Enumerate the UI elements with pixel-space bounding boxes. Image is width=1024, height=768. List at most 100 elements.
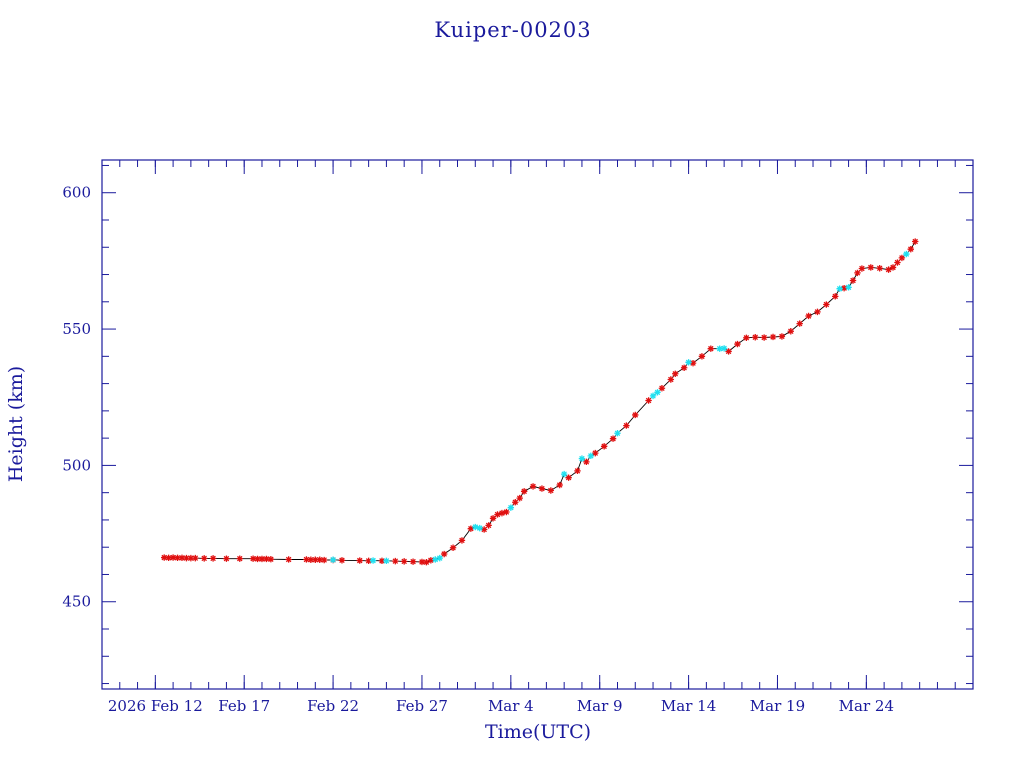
- data-point-red: [858, 265, 866, 272]
- data-point-red: [898, 254, 906, 262]
- data-point-red: [307, 556, 315, 563]
- x-tick-label: Feb 27: [396, 697, 448, 715]
- data-point-cyan: [560, 470, 568, 478]
- data-point-red: [174, 554, 181, 562]
- data-point-red: [467, 525, 475, 532]
- data-point-red: [529, 483, 537, 490]
- data-point-cyan: [578, 455, 586, 462]
- y-axis-label: Height (km): [5, 366, 27, 482]
- data-point-red: [760, 334, 768, 341]
- data-point-red: [832, 293, 839, 300]
- data-point-red: [338, 557, 346, 564]
- data-point-red: [494, 511, 501, 518]
- data-point-red: [165, 554, 172, 562]
- data-point-red: [418, 558, 426, 566]
- data-point-red: [187, 554, 195, 562]
- data-point-red: [480, 526, 488, 533]
- data-point-red: [725, 348, 732, 355]
- data-point-cyan: [432, 556, 439, 563]
- y-tick-label: 550: [62, 320, 91, 338]
- data-point-red: [592, 449, 599, 457]
- data-point-cyan: [720, 345, 728, 352]
- y-axis-tick-labels: 450 500 550 600: [62, 184, 91, 611]
- data-point-red: [814, 308, 821, 316]
- data-point-red: [316, 556, 323, 563]
- x-tick-label: Mar 19: [750, 697, 805, 715]
- x-tick-label: Mar 9: [577, 697, 623, 715]
- data-point-red: [907, 245, 914, 253]
- data-point-red: [889, 264, 897, 271]
- data-point-red: [285, 556, 292, 563]
- data-point-red: [778, 333, 786, 340]
- data-point-red: [854, 269, 861, 277]
- data-point-red: [600, 443, 608, 450]
- data-point-cyan: [654, 389, 661, 396]
- data-point-red: [503, 508, 510, 516]
- data-point-red: [667, 376, 675, 383]
- data-point-red: [609, 435, 617, 442]
- data-point-red: [840, 284, 848, 292]
- data-point-red: [427, 557, 435, 564]
- data-point-red: [565, 474, 572, 481]
- data-point-red: [556, 481, 563, 489]
- data-point-cyan: [845, 284, 852, 291]
- data-point-red: [734, 340, 741, 348]
- x-axis-label: Time(UTC): [485, 721, 591, 743]
- x-tick-label: Mar 4: [488, 697, 534, 715]
- data-point-red: [623, 422, 630, 429]
- data-point-red: [249, 555, 257, 562]
- data-point-red: [223, 555, 230, 562]
- data-point-cyan: [436, 554, 443, 562]
- data-point-red: [645, 397, 652, 404]
- data-point-cyan: [685, 359, 692, 366]
- data-point-red: [400, 558, 408, 565]
- x-tick-label: Mar 24: [839, 697, 894, 715]
- data-point-red: [769, 333, 777, 341]
- data-point-red: [312, 556, 319, 563]
- data-point-cyan: [587, 452, 595, 460]
- data-point-cyan: [329, 556, 337, 563]
- data-point-red: [409, 558, 417, 565]
- data-point-red: [303, 556, 310, 563]
- data-point-red: [498, 509, 506, 517]
- data-point-cyan: [383, 557, 390, 565]
- data-point-cyan: [472, 523, 479, 531]
- data-point-red: [449, 544, 457, 551]
- data-point-cyan: [476, 524, 483, 532]
- data-point-red: [707, 345, 715, 352]
- data-point-red: [485, 522, 492, 529]
- data-point-red: [378, 557, 386, 565]
- data-point-red: [672, 370, 679, 377]
- x-axis-ticks: [119, 160, 956, 689]
- data-point-red: [392, 557, 399, 565]
- data-point-red: [356, 557, 363, 564]
- data-point-red: [680, 364, 688, 371]
- x-tick-label: 2026 Feb 12: [108, 697, 203, 715]
- data-point-cyan: [903, 250, 910, 258]
- data-point-red: [520, 488, 528, 495]
- y-tick-label: 600: [62, 184, 91, 202]
- y-axis-ticks: [102, 164, 973, 685]
- data-point-red: [423, 559, 430, 566]
- data-point-red: [894, 259, 901, 266]
- data-point-red: [440, 550, 448, 558]
- data-point-red: [538, 485, 546, 492]
- data-point-red: [689, 359, 697, 367]
- data-point-red: [885, 266, 892, 273]
- data-point-red: [365, 557, 372, 565]
- data-point-red: [236, 555, 243, 562]
- data-point-red: [867, 264, 874, 271]
- data-point-red: [632, 411, 639, 419]
- data-point-red: [178, 554, 186, 562]
- data-point-red: [201, 555, 208, 562]
- data-point-red: [787, 328, 795, 335]
- data-point-red: [161, 554, 168, 561]
- data-point-red: [192, 554, 199, 562]
- data-point-red: [489, 515, 497, 522]
- data-point-red: [876, 265, 883, 272]
- data-point-red: [254, 555, 261, 563]
- data-point-cyan: [614, 430, 621, 437]
- data-point-cyan: [649, 392, 657, 400]
- data-point-red: [512, 499, 519, 506]
